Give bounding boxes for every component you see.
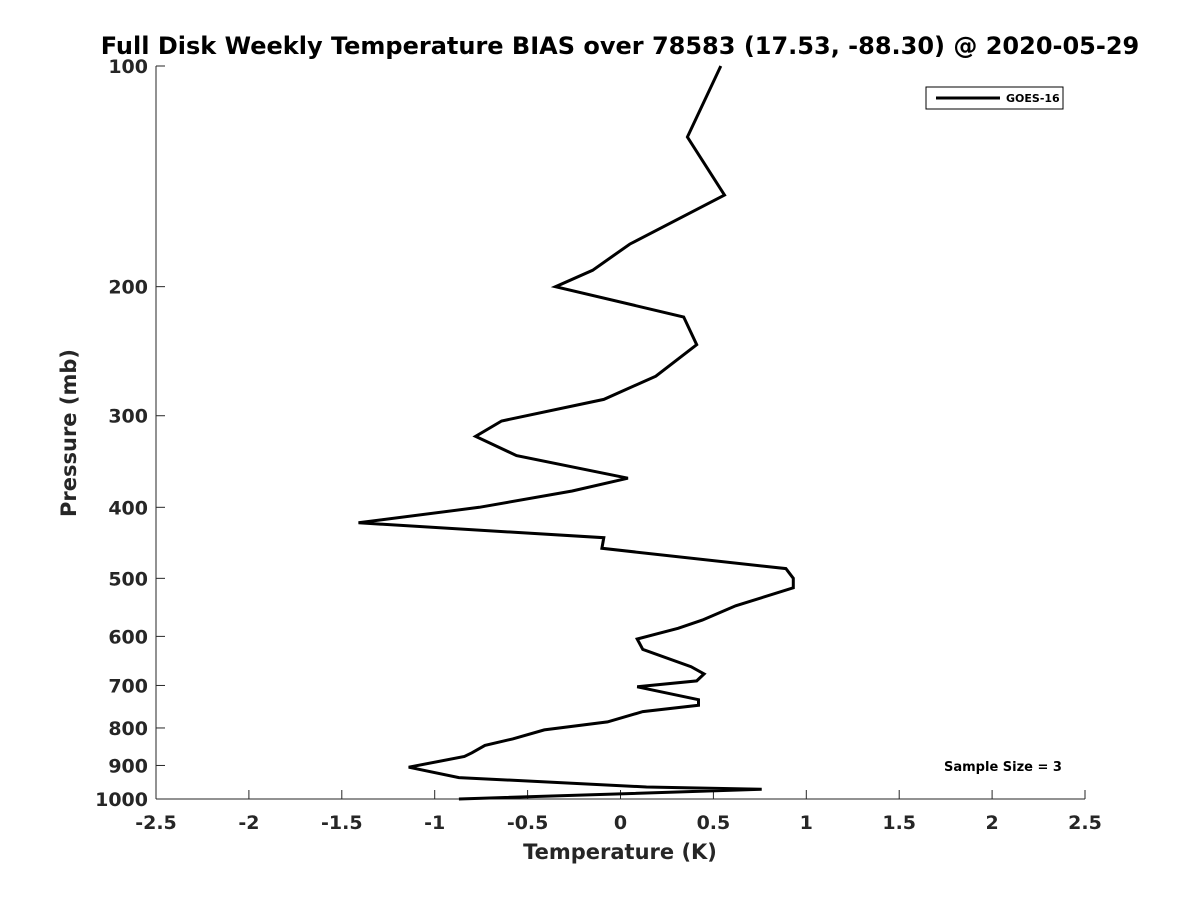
x-tick-label: -0.5	[507, 812, 549, 834]
x-tick-label: 2.5	[1068, 812, 1102, 834]
sample-size-annotation: Sample Size = 3	[944, 760, 1062, 775]
y-tick-label: 500	[108, 568, 148, 590]
y-tick-label: 100	[108, 56, 148, 78]
y-tick-label: 900	[108, 755, 148, 777]
y-tick-label: 300	[108, 406, 148, 428]
x-axis-ticks: -2.5 -2 -1.5 -1 -0.5 0 0.5 1 1.5 2 2.5	[135, 790, 1102, 834]
x-tick-label: 0.5	[697, 812, 731, 834]
x-tick-label: -1	[424, 812, 445, 834]
y-axis-ticks: 100 200 300 400 500 600 700 800 900 1000	[95, 56, 165, 811]
y-tick-label: 400	[108, 497, 148, 519]
x-tick-label: 2	[985, 812, 998, 834]
y-tick-label: 600	[108, 626, 148, 648]
y-tick-label: 800	[108, 718, 148, 740]
legend: GOES-16	[925, 86, 1064, 110]
x-axis-label: Temperature (K)	[523, 840, 717, 864]
legend-label-goes-16: GOES-16	[1006, 92, 1060, 105]
series-line-goes-16	[358, 65, 795, 801]
chart-title: Full Disk Weekly Temperature BIAS over 7…	[101, 32, 1140, 60]
y-axis-label: Pressure (mb)	[57, 349, 81, 517]
y-tick-label: 1000	[95, 789, 148, 811]
x-tick-label: -1.5	[321, 812, 363, 834]
y-tick-label: 200	[108, 277, 148, 299]
y-tick-label: 700	[108, 675, 148, 697]
x-tick-label: 1.5	[882, 812, 916, 834]
x-tick-label: 1	[800, 812, 813, 834]
x-tick-label: -2.5	[135, 812, 177, 834]
axes	[155, 66, 1085, 800]
series-layer	[358, 65, 795, 801]
x-tick-label: 0	[614, 812, 627, 834]
x-tick-label: -2	[238, 812, 259, 834]
